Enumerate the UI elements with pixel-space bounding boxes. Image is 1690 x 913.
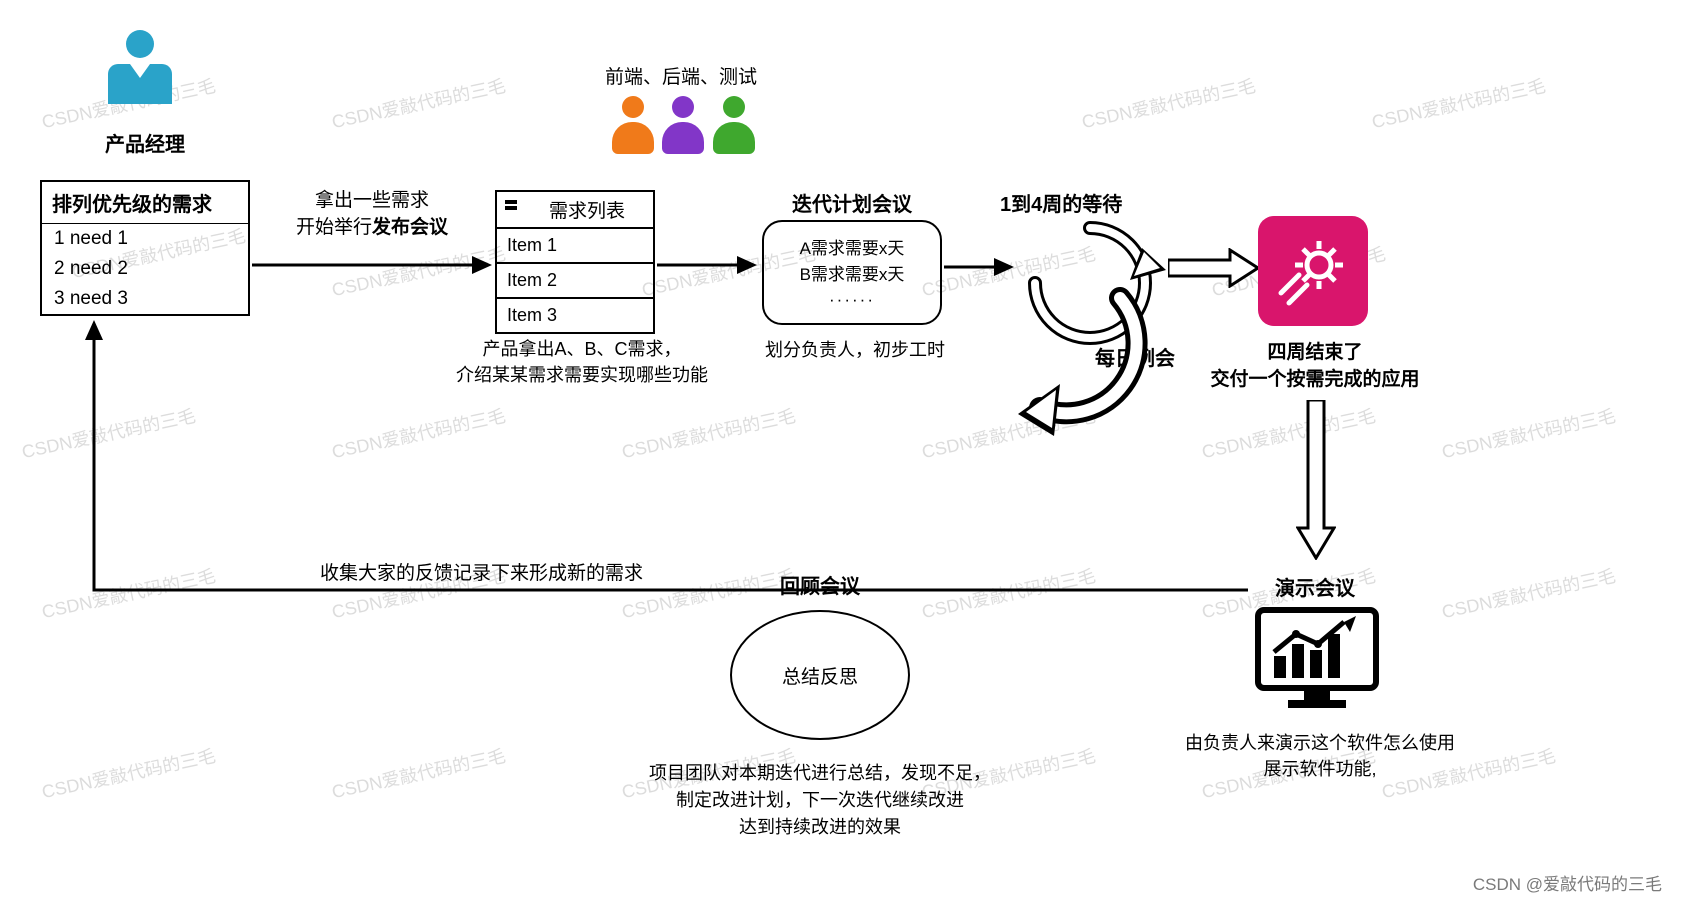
demo-note-1: 由负责人来演示这个软件怎么使用: [1160, 730, 1480, 756]
reqlist-row: Item 2: [497, 264, 653, 299]
reqlist-title: 需求列表: [497, 192, 653, 229]
team-icons: [610, 96, 757, 161]
arrow-cycle-to-delivery: [1168, 248, 1260, 288]
retro-center: 总结反思: [782, 662, 858, 689]
needs-box: 排列优先级的需求 1 need 1 2 need 2 3 need 3: [40, 180, 250, 316]
gear-icon: [1273, 231, 1353, 311]
reqlist-box: 需求列表 Item 1 Item 2 Item 3: [495, 190, 655, 334]
retro-note-1: 项目团队对本期迭代进行总结，发现不足，: [620, 760, 1020, 787]
plan-box: A需求需要x天 B需求需要x天 ······: [762, 220, 942, 325]
reqlist-row: Item 1: [497, 229, 653, 264]
footer-credit: CSDN @爱敲代码的三毛: [1473, 870, 1662, 895]
plan-row-a: A需求需要x天: [776, 236, 928, 262]
person-icon: [610, 96, 656, 156]
arrow-feedback: [84, 320, 1254, 600]
delivery-tile: [1258, 216, 1368, 326]
arrow-delivery-to-demo: [1296, 400, 1336, 560]
team-label: 前端、后端、测试: [605, 62, 757, 89]
demo-note: 由负责人来演示这个软件怎么使用 展示软件功能,: [1160, 730, 1480, 782]
retro-note-2: 制定改进计划，下一次迭代继续改进: [620, 787, 1020, 814]
needs-row: 1 need 1: [42, 224, 248, 254]
plan-row-b: B需求需要x天: [776, 262, 928, 288]
plan-dots: ······: [776, 287, 928, 313]
watermark: CSDN爱敲代码的三毛: [1439, 562, 1618, 624]
needs-row: 2 need 2: [42, 254, 248, 284]
needs-title: 排列优先级的需求: [42, 182, 248, 224]
release-line1: 拿出一些需求: [262, 188, 482, 215]
watermark: CSDN爱敲代码的三毛: [329, 72, 508, 134]
retro-note: 项目团队对本期迭代进行总结，发现不足， 制定改进计划，下一次迭代继续改进 达到持…: [620, 760, 1020, 841]
demo-title: 演示会议: [1250, 572, 1380, 601]
arrow-list-to-plan: [657, 250, 757, 280]
pm-icon: [105, 30, 175, 114]
release-caption: 拿出一些需求 开始举行发布会议: [262, 188, 482, 241]
watermark: CSDN爱敲代码的三毛: [1369, 72, 1548, 134]
watermark: CSDN爱敲代码的三毛: [329, 742, 508, 804]
retro-ellipse: 总结反思: [730, 610, 910, 740]
watermark: CSDN爱敲代码的三毛: [1079, 72, 1258, 134]
feedback-caption: 收集大家的反馈记录下来形成新的需求: [320, 558, 643, 585]
release-line2-bold: 发布会议: [372, 217, 448, 238]
watermark: CSDN爱敲代码的三毛: [1439, 402, 1618, 464]
release-line2-prefix: 开始举行: [296, 217, 372, 238]
arrow-needs-to-list: [252, 250, 492, 280]
person-icon: [711, 96, 757, 156]
plan-title: 迭代计划会议: [762, 188, 942, 217]
retro-note-3: 达到持续改进的效果: [620, 814, 1020, 841]
release-line2: 开始举行发布会议: [262, 215, 482, 242]
demo-note-2: 展示软件功能,: [1160, 756, 1480, 782]
demo-icon: [1252, 604, 1382, 719]
needs-row: 3 need 3: [42, 284, 248, 314]
person-icon: [660, 96, 706, 156]
watermark: CSDN爱敲代码的三毛: [39, 742, 218, 804]
pm-label: 产品经理: [75, 128, 215, 157]
